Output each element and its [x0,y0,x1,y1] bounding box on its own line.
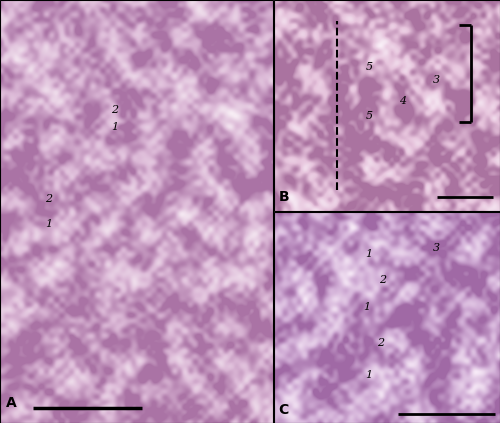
Text: 3: 3 [433,75,440,85]
Text: A: A [6,396,16,410]
Text: 4: 4 [400,96,406,106]
Text: 1: 1 [366,250,372,259]
Text: 2: 2 [111,105,118,115]
Text: 1: 1 [111,122,118,132]
Text: 1: 1 [366,370,372,379]
Text: 1: 1 [363,302,370,312]
Text: 2: 2 [46,194,52,204]
Text: 2: 2 [379,275,386,285]
Text: 2: 2 [376,338,384,348]
Text: 3: 3 [433,243,440,253]
Text: 5: 5 [366,111,372,121]
Text: 1: 1 [46,219,52,229]
Text: C: C [278,403,289,417]
Text: B: B [278,190,289,204]
Text: 5: 5 [366,63,372,72]
